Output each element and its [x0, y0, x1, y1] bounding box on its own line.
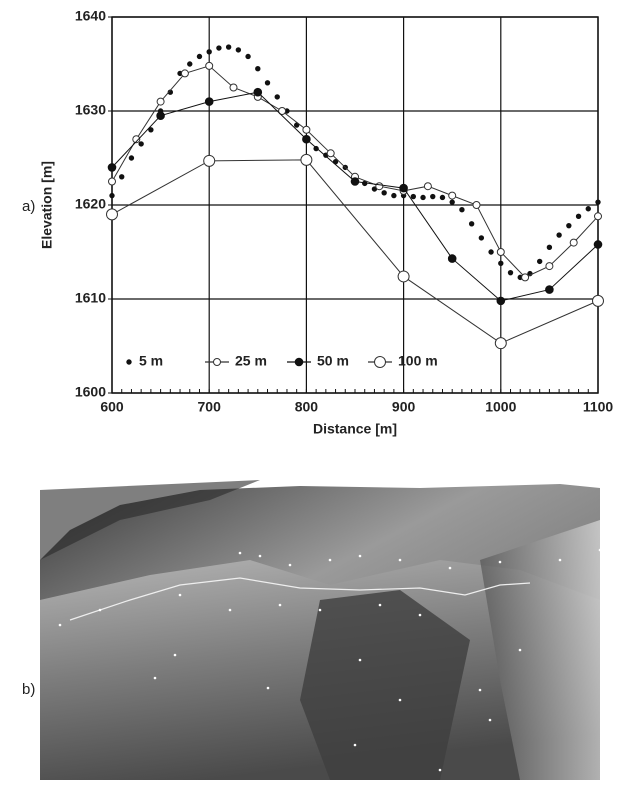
marker	[448, 255, 456, 263]
marker	[595, 213, 602, 220]
terrain-image	[40, 480, 601, 780]
marker	[411, 194, 415, 198]
marker	[398, 271, 409, 282]
marker	[469, 222, 473, 226]
marker	[460, 208, 464, 212]
marker	[499, 261, 503, 265]
marker	[265, 81, 269, 85]
x-axis-title: Distance [m]	[313, 421, 397, 437]
y-tick-label: 1630	[75, 102, 106, 118]
marker	[593, 295, 604, 306]
marker	[547, 245, 551, 249]
marker	[546, 263, 553, 270]
marker	[303, 126, 310, 133]
marker	[197, 54, 201, 58]
y-tick-label: 1640	[75, 8, 106, 24]
marker	[596, 200, 600, 204]
marker	[301, 154, 312, 165]
marker	[139, 142, 143, 146]
marker	[207, 50, 211, 54]
x-tick-label: 900	[392, 399, 416, 415]
marker	[495, 338, 506, 349]
legend-marker	[295, 358, 303, 366]
panel-label: b)	[22, 681, 35, 698]
marker	[537, 259, 541, 263]
marker	[586, 207, 590, 211]
marker	[157, 98, 164, 105]
marker	[246, 54, 250, 58]
marker	[489, 250, 493, 254]
marker	[107, 209, 118, 220]
y-tick-label: 1610	[75, 290, 106, 306]
marker	[351, 178, 359, 186]
marker	[400, 184, 408, 192]
marker	[236, 48, 240, 52]
legend-marker	[127, 360, 131, 364]
marker	[217, 46, 221, 50]
marker	[557, 233, 561, 237]
marker	[108, 164, 116, 172]
marker	[570, 239, 577, 246]
marker	[188, 62, 192, 66]
figure: a) b) Elevation [m] Distance [m] 1600 161…	[0, 0, 618, 786]
marker	[327, 150, 334, 157]
legend-label: 100 m	[398, 353, 438, 369]
panel-label: a)	[22, 198, 35, 215]
marker	[497, 249, 504, 256]
legend-marker	[375, 357, 386, 368]
marker	[479, 236, 483, 240]
marker	[522, 274, 529, 281]
marker	[392, 193, 396, 197]
y-tick-label: 1600	[75, 384, 106, 400]
marker	[424, 183, 431, 190]
marker	[382, 191, 386, 195]
marker	[576, 214, 580, 218]
marker	[440, 195, 444, 199]
legend-marker	[214, 359, 221, 366]
marker	[230, 84, 237, 91]
marker	[421, 195, 425, 199]
page: a) b) Elevation [m] Distance [m] 1600 161…	[0, 0, 618, 791]
marker	[204, 155, 215, 166]
marker	[567, 223, 571, 227]
marker	[254, 88, 262, 96]
marker	[205, 98, 213, 106]
marker	[120, 175, 124, 179]
y-tick-label: 1620	[75, 196, 106, 212]
marker	[110, 193, 114, 197]
marker	[129, 156, 133, 160]
marker	[594, 241, 602, 249]
x-tick-label: 600	[100, 399, 124, 415]
plot: 1600 1610 1620 1630 1640 600 700 800 900 1000 1100…	[75, 8, 614, 415]
marker	[109, 178, 116, 185]
marker	[508, 270, 512, 274]
marker	[206, 62, 213, 69]
marker	[473, 202, 480, 209]
y-axis-title: Elevation [m]	[39, 161, 55, 249]
marker	[275, 95, 279, 99]
marker	[450, 200, 454, 204]
legend-label: 5 m	[139, 353, 163, 369]
marker	[226, 45, 230, 49]
x-tick-label: 1000	[485, 399, 516, 415]
x-tick-label: 700	[198, 399, 222, 415]
marker	[303, 135, 311, 143]
marker	[497, 297, 505, 305]
marker	[431, 194, 435, 198]
x-tick-label: 1100	[583, 399, 614, 415]
x-tick-label: 800	[295, 399, 319, 415]
marker	[256, 67, 260, 71]
marker	[546, 286, 554, 294]
marker	[181, 70, 188, 77]
marker	[449, 192, 456, 199]
legend-label: 50 m	[317, 353, 349, 369]
marker	[376, 183, 383, 190]
legend-label: 25 m	[235, 353, 267, 369]
marker	[157, 112, 165, 120]
